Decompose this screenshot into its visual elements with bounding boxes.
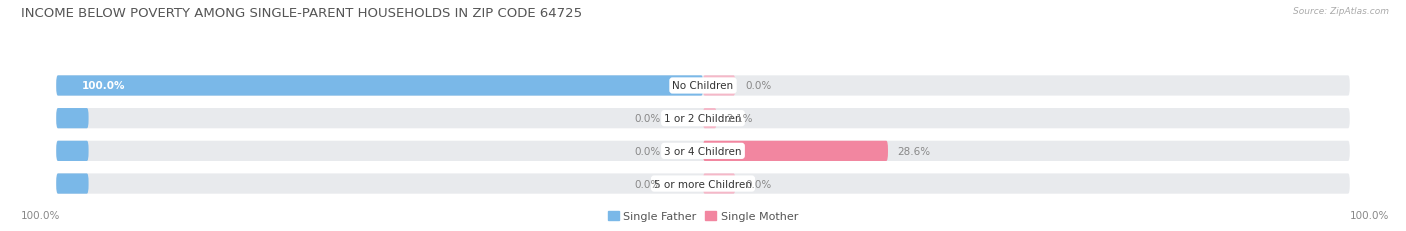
- Text: 1 or 2 Children: 1 or 2 Children: [664, 114, 742, 124]
- Text: 3 or 4 Children: 3 or 4 Children: [664, 146, 742, 156]
- Text: 0.0%: 0.0%: [634, 114, 661, 124]
- Text: 0.0%: 0.0%: [634, 179, 661, 189]
- Legend: Single Father, Single Mother: Single Father, Single Mother: [603, 206, 803, 225]
- FancyBboxPatch shape: [56, 174, 1350, 194]
- FancyBboxPatch shape: [703, 141, 889, 161]
- Text: 5 or more Children: 5 or more Children: [654, 179, 752, 189]
- Text: 100.0%: 100.0%: [1350, 210, 1389, 220]
- FancyBboxPatch shape: [703, 174, 735, 194]
- Text: INCOME BELOW POVERTY AMONG SINGLE-PARENT HOUSEHOLDS IN ZIP CODE 64725: INCOME BELOW POVERTY AMONG SINGLE-PARENT…: [21, 7, 582, 20]
- FancyBboxPatch shape: [56, 109, 1350, 129]
- Text: 2.1%: 2.1%: [727, 114, 752, 124]
- FancyBboxPatch shape: [56, 109, 89, 129]
- Text: 100.0%: 100.0%: [21, 210, 60, 220]
- Text: 0.0%: 0.0%: [745, 179, 772, 189]
- FancyBboxPatch shape: [703, 109, 717, 129]
- Text: No Children: No Children: [672, 81, 734, 91]
- Text: 0.0%: 0.0%: [634, 146, 661, 156]
- FancyBboxPatch shape: [56, 76, 703, 96]
- Text: 0.0%: 0.0%: [745, 81, 772, 91]
- Text: 100.0%: 100.0%: [82, 81, 125, 91]
- Text: Source: ZipAtlas.com: Source: ZipAtlas.com: [1294, 7, 1389, 16]
- FancyBboxPatch shape: [56, 76, 1350, 96]
- FancyBboxPatch shape: [56, 141, 89, 161]
- FancyBboxPatch shape: [703, 76, 735, 96]
- Text: 28.6%: 28.6%: [897, 146, 931, 156]
- FancyBboxPatch shape: [56, 174, 89, 194]
- FancyBboxPatch shape: [56, 141, 1350, 161]
